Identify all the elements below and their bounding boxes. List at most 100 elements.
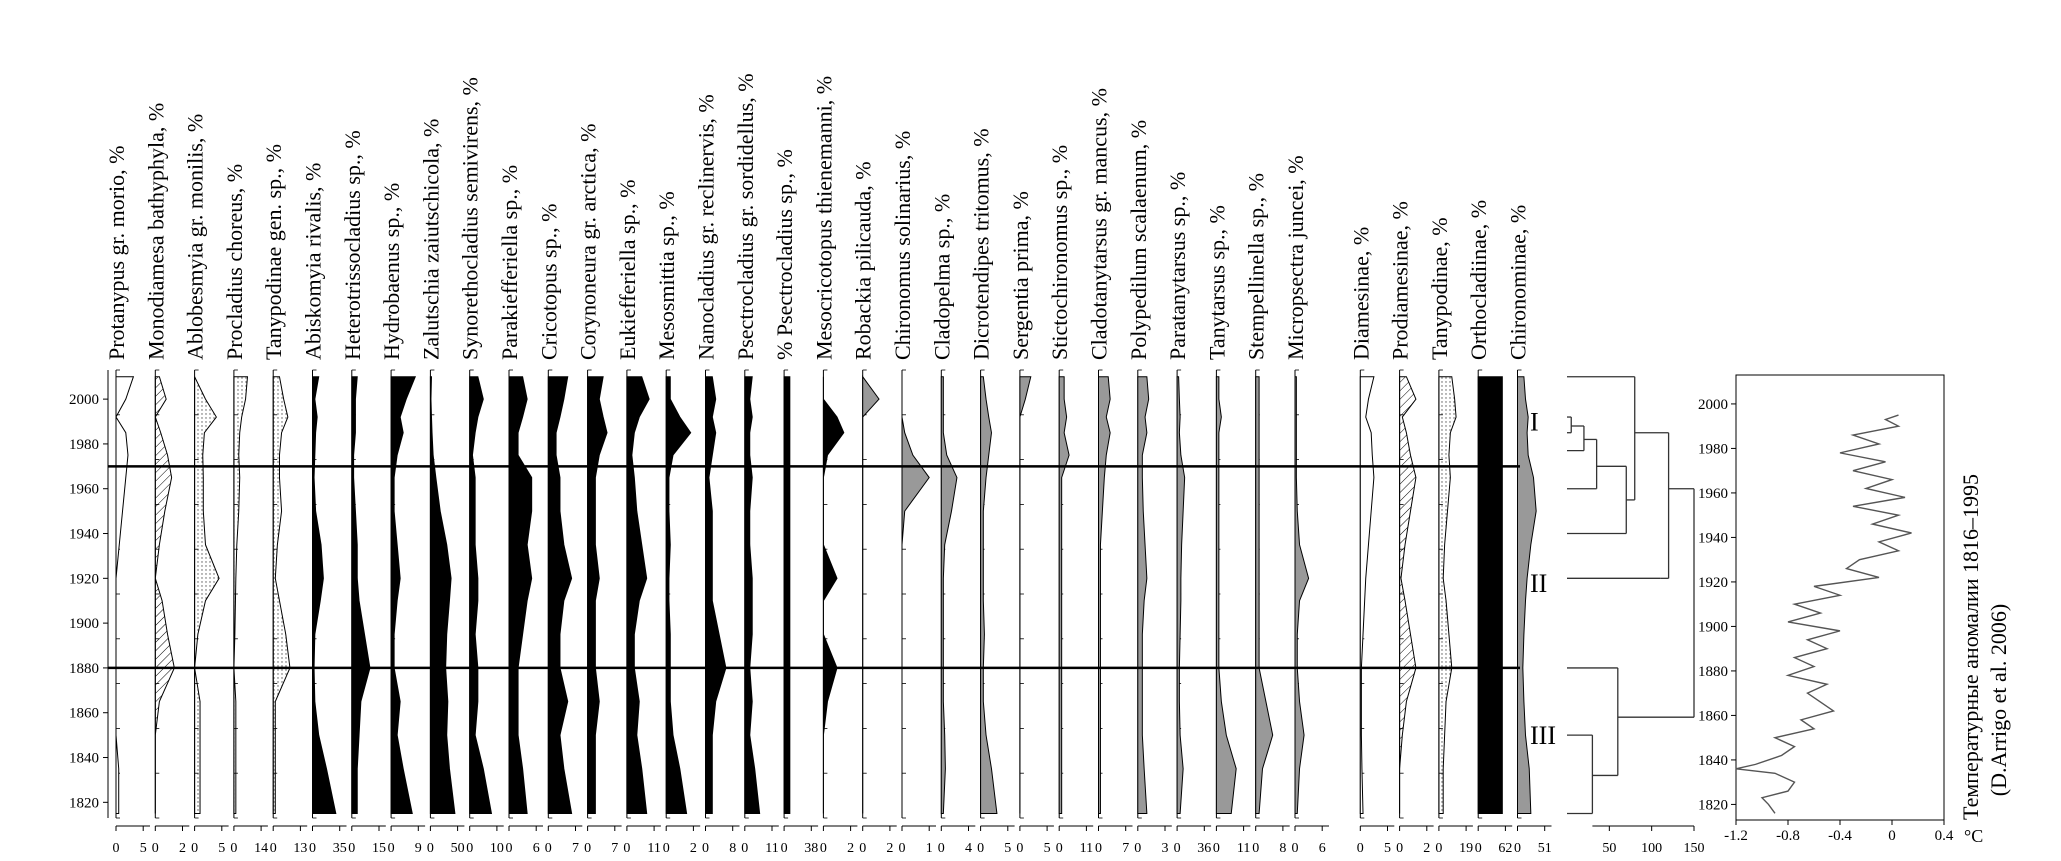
temperature-unit: °C [1964,826,1983,846]
temperature-x-label: -1.2 [1724,828,1748,844]
year-tick-label: 1960 [69,482,99,498]
column-tick-label: 8 [1279,841,1286,856]
taxon-column: 0 2 Robackia pilicauda, % [851,161,897,856]
taxon-curve [233,376,249,815]
taxon-label: Eukiefferiella sp., % [615,180,640,360]
column-tick-label: 0 [1174,841,1181,856]
taxon-curve [822,376,845,814]
taxon-column: 0 5 Dicrotendipes tritomus, % [969,128,1015,856]
taxon-curve [1215,376,1237,815]
taxon-curve [154,376,175,814]
column-tick-label: 9 [415,841,422,856]
column-tick-label: 0 [1056,841,1063,856]
taxon-label: Dicrotendipes tritomus, % [969,128,994,360]
taxon-curve [508,376,533,815]
taxon-curve [862,375,880,814]
taxon-label: Heterotrissocladius sp., % [340,130,365,360]
taxon-label: Mesocricotopus thienemanni, % [811,76,836,360]
column-tick-label: 0 [270,841,277,856]
taxon-column: 0 15 Heterotrissocladius sp., % [340,130,386,856]
column-tick-label: 0 [899,841,906,856]
taxon-label: Corynoneura gr. arctica, % [576,124,601,360]
taxon-column: 0 11 Psectrocladius gr. sordidellus, % [733,73,779,856]
temperature-year-label: 1820 [1698,797,1728,813]
column-tick-label: 51 [1538,841,1552,856]
taxon-curve [312,376,337,815]
taxon-column: 0 2 Prodiamesinae, % [1388,201,1434,856]
taxon-curve [429,376,456,815]
column-tick-label: 7 [611,841,618,856]
taxon-column: 0 8 Nanocladius gr. reclinervis, % [694,94,740,856]
taxon-curve [587,376,608,815]
column-tick-label: 0 [1016,841,1023,856]
taxon-column: 0 5 Diamesinae, % [1348,227,1395,856]
column-tick-label: 0 [741,841,748,856]
year-tick-label: 1920 [69,571,99,587]
column-tick-label: 0 [113,841,120,856]
column-tick-label: 0 [388,841,395,856]
taxon-label: Tanypodinae gen. sp., % [261,144,286,360]
zone-label: I [1530,408,1539,437]
temperature-anomaly-chart: 2000 1980 1960 1940 1920 1900 1880 1860 1840 1820… [1698,374,2011,846]
column-tick-label: 0 [1514,841,1521,856]
taxon-curve [390,376,417,815]
column-tick-label: 7 [572,841,579,856]
taxon-label: Chironominae, % [1506,205,1531,360]
temperature-year-label: 1980 [1698,441,1728,457]
taxon-label: Orthocladiinae, % [1466,200,1491,360]
column-tick-label: 62 [1498,841,1512,856]
year-tick-label: 1840 [69,751,99,767]
taxon-column: 0 51 Chironominae, % [1506,205,1552,856]
column-tick-label: 36 [1197,841,1211,856]
taxon-label: Hydrobaenus sp., % [379,183,404,360]
cluster-dendrogram: 50 100 150 [1567,376,1705,856]
taxon-column: 0 38 % Psectrocladius sp., % [772,149,818,856]
taxon-label: Stempellinella sp., % [1244,173,1269,360]
taxon-label: Psectrocladius gr. sordidellus, % [733,73,758,360]
temperature-year-label: 1940 [1698,530,1728,546]
column-tick-label: 13 [293,841,307,856]
temperature-year-label: 1840 [1698,753,1728,769]
taxon-curve [626,376,650,815]
column-tick-label: 11 [765,841,778,856]
column-tick-label: 35 [333,841,347,856]
column-tick-label: 0 [584,841,591,856]
taxon-label: Abiskomyia rivalis, % [301,163,326,360]
column-tick-label: 2 [690,841,697,856]
temperature-year-label: 1920 [1698,575,1728,591]
column-tick-label: 0 [1134,841,1141,856]
taxon-curve [744,376,761,815]
column-tick-label: 0 [1095,841,1102,856]
column-tick-label: 0 [545,841,552,856]
column-tick-label: 2 [1423,841,1430,856]
taxon-label: Ablobesmyia gr. monilis, % [183,114,208,360]
year-tick-label: 1900 [69,616,99,632]
taxon-column: 0 9 Hydrobaenus sp., % [379,183,426,856]
taxon-label: Diamesinae, % [1348,227,1373,360]
taxon-column: 0 6 Parakiefferiella sp., % [497,165,543,856]
temperature-year-label: 1900 [1698,619,1728,635]
taxon-label: Paratanytarsus sp., % [1165,172,1190,360]
taxon-column: 0 2 Mesosmittia sp., % [654,191,701,856]
taxon-label: Synorethocladius semivirens, % [458,77,483,360]
taxon-curve [351,376,371,815]
year-axis: 2000 1980 1960 1940 1920 1900 1880 1860 1840 1820 [69,370,109,818]
column-tick-label: 0 [1252,841,1259,856]
year-tick-label: 1980 [69,437,99,453]
column-tick-label: 0 [1396,841,1403,856]
column-tick-label: 0 [1213,841,1220,856]
column-tick-label: 19 [1459,841,1473,856]
column-tick-label: 0 [781,841,788,856]
year-tick-label: 1880 [69,661,99,677]
taxon-label: Parakiefferiella sp., % [497,165,522,360]
taxon-column: 0 6 Micropsectra juncei, % [1283,155,1329,856]
taxon-curve [547,376,573,815]
column-tick-label: 0 [1475,841,1482,856]
column-tick-label: 0 [820,841,827,856]
dendrogram-tick-label: 150 [1684,841,1705,856]
temperature-title: Температурные аномалии 1816–1995 [1958,474,1983,820]
taxon-column: 0 7 Cricotopus sp., % [536,204,583,856]
